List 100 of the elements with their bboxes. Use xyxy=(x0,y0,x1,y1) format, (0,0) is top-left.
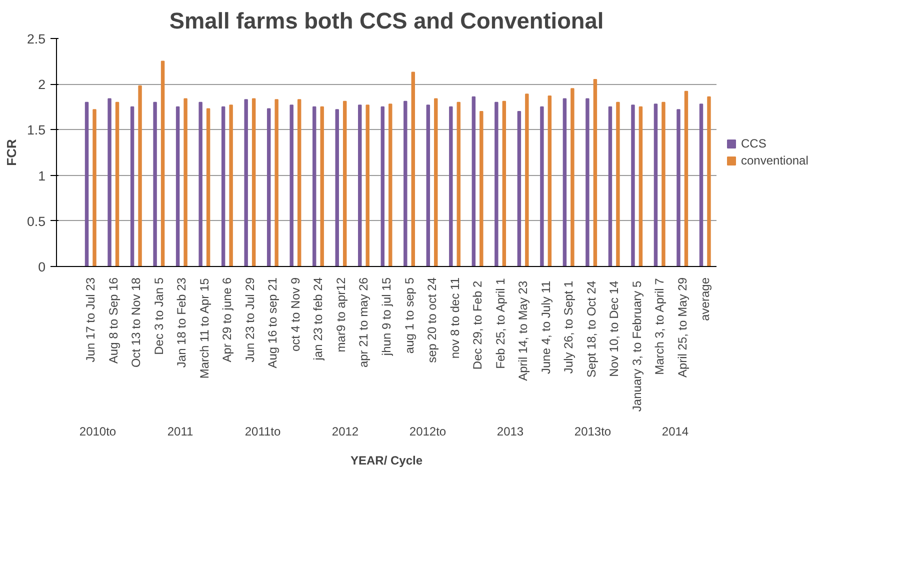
bar xyxy=(472,96,476,266)
chart-title: Small farms both CCS and Conventional xyxy=(169,8,604,34)
text: 2010to xyxy=(79,424,116,438)
bar xyxy=(562,98,567,266)
bar xyxy=(404,100,408,266)
x-tick-label: Aug 16 to sep 21 xyxy=(266,277,280,368)
bar xyxy=(138,85,142,266)
x-tick-label: Jun 17 to Jul 23 xyxy=(84,277,98,362)
bar xyxy=(676,109,680,266)
text: 2011 xyxy=(167,424,194,438)
text: 2012to xyxy=(409,424,446,438)
x-tick-label: Jun 23 to Jul 29 xyxy=(242,277,257,362)
x-tick-label: January 3, to February 5 xyxy=(630,280,644,412)
bar xyxy=(312,106,316,266)
y-tick-label: 1.5 xyxy=(26,122,46,138)
x-axis-title: YEAR/ Cycle xyxy=(350,454,423,468)
bar xyxy=(707,96,711,266)
bar xyxy=(358,104,362,266)
bar xyxy=(456,102,461,266)
x-tick-label: jhun 9 to jul 15 xyxy=(380,277,394,357)
x-tick-label: sep 20 to oct 24 xyxy=(425,277,440,363)
bar xyxy=(388,104,392,266)
bar xyxy=(654,104,658,266)
bar xyxy=(342,100,347,266)
x-tick-label: nov 8 to dec 11 xyxy=(448,277,462,359)
bar xyxy=(320,106,324,266)
bar xyxy=(638,106,643,266)
y-axis-title: FCR xyxy=(4,138,19,166)
bar xyxy=(699,104,704,266)
bar xyxy=(366,104,370,266)
x-tick-label: Dec 29, to Feb 2 xyxy=(470,280,485,370)
x-tick-label: April 14, to May 23 xyxy=(516,280,530,381)
bar xyxy=(586,98,590,266)
bar xyxy=(570,88,574,266)
bar xyxy=(411,72,415,266)
x-tick-label: March 11 to Apr 15 xyxy=(197,278,212,379)
x-tick-label: aug 1 to sep 5 xyxy=(402,277,416,354)
x-tick-label: mar9 to apr12 xyxy=(334,277,348,352)
legend-label: conventional xyxy=(741,154,808,168)
bar xyxy=(593,79,598,266)
x-tick-label: April 25, to May 29 xyxy=(675,277,690,378)
x-tick-label: oct 4 to Nov 9 xyxy=(288,277,302,352)
bar xyxy=(502,100,506,266)
bar xyxy=(198,102,202,266)
bar xyxy=(92,109,96,266)
x-tick-label: Dec 3 to Jan 5 xyxy=(152,277,166,355)
x-tick-label: Oct 13 to Nov 18 xyxy=(129,277,144,368)
x-tick-label: Apr 29 to june 6 xyxy=(220,277,234,362)
bar xyxy=(434,98,438,266)
y-tick-label: 1 xyxy=(38,168,46,184)
x-tick-label: apr 21 to may 26 xyxy=(356,277,371,368)
bar xyxy=(616,102,620,266)
bar xyxy=(608,106,612,266)
bar xyxy=(297,99,302,266)
bar xyxy=(335,109,339,266)
legend-label: CCS xyxy=(741,136,766,150)
bar xyxy=(252,98,256,266)
bar xyxy=(517,110,522,266)
y-tick-label: 2 xyxy=(38,77,46,92)
bar xyxy=(206,108,210,266)
bar xyxy=(130,106,134,266)
bar xyxy=(684,90,688,266)
text: 2013 xyxy=(496,424,524,438)
bar xyxy=(153,102,157,266)
bar xyxy=(274,99,278,266)
bar xyxy=(266,108,271,266)
bar xyxy=(494,102,498,266)
bar xyxy=(525,94,529,266)
x-tick-label: Feb 25, to April 1 xyxy=(493,278,508,369)
x-tick-label: Aug 8 to Sep 16 xyxy=(106,277,120,364)
text: 2011to xyxy=(244,424,281,438)
x-tick-label: Jan 18 to Feb 23 xyxy=(174,277,189,368)
x-tick-label: March 3, to April 7 xyxy=(652,278,667,375)
x-tick-label: jan 23 to feb 24 xyxy=(311,277,326,362)
bar xyxy=(221,106,226,266)
text: 2013to xyxy=(574,424,612,438)
bar xyxy=(662,102,666,266)
bar xyxy=(380,106,384,266)
bar xyxy=(480,110,484,266)
bar xyxy=(449,106,453,266)
bar xyxy=(184,98,188,266)
bar xyxy=(426,104,430,266)
text: 2012 xyxy=(332,424,359,438)
x-tick-label: June 4, to July 11 xyxy=(538,280,553,374)
y-tick-label: 0.5 xyxy=(26,214,46,229)
bar xyxy=(229,104,233,266)
bar xyxy=(548,95,552,266)
bar xyxy=(290,104,294,266)
bar xyxy=(176,106,180,266)
bar xyxy=(84,102,89,266)
bar xyxy=(115,102,120,266)
x-tick-label: July 26, to Sept 1 xyxy=(562,280,576,374)
x-tick-label: Nov 10, to Dec 14 xyxy=(607,280,622,377)
bar xyxy=(540,106,544,266)
y-tick-label: 2.5 xyxy=(26,32,46,46)
bar xyxy=(108,98,112,266)
x-tick-label: Sept 18, to Oct 24 xyxy=(584,280,598,378)
y-tick-label: 0 xyxy=(38,260,46,274)
text: 2014 xyxy=(662,424,689,438)
bar xyxy=(160,60,165,266)
